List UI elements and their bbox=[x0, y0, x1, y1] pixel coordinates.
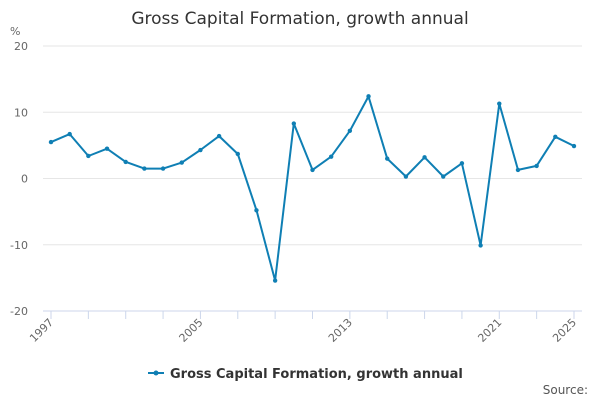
x-axis: 1997 2005 2013 2021 2025 bbox=[27, 310, 582, 345]
data-point bbox=[254, 208, 259, 213]
data-point bbox=[478, 243, 483, 248]
series-line bbox=[50, 95, 575, 282]
data-point bbox=[104, 146, 110, 151]
data-point bbox=[422, 155, 427, 160]
x-tick-label: 1997 bbox=[27, 316, 56, 345]
data-point bbox=[441, 174, 446, 179]
data-point bbox=[272, 278, 278, 283]
data-point bbox=[403, 174, 409, 179]
chart-title: Gross Capital Formation, growth annual bbox=[131, 9, 468, 29]
y-tick-label: -10 bbox=[10, 239, 28, 252]
data-point bbox=[142, 166, 147, 171]
source-label: Source: bbox=[543, 383, 588, 397]
data-point bbox=[347, 128, 353, 133]
data-point bbox=[216, 133, 222, 139]
gridlines: 20 10 0 -10 -20 bbox=[10, 40, 582, 318]
y-tick-label: 0 bbox=[21, 173, 28, 186]
legend-label: Gross Capital Formation, growth annual bbox=[170, 367, 463, 382]
data-point bbox=[328, 154, 334, 159]
data-point bbox=[385, 156, 390, 161]
data-point bbox=[553, 134, 558, 139]
legend[interactable]: Gross Capital Formation, growth annual bbox=[148, 367, 463, 382]
series-layer bbox=[48, 94, 577, 283]
data-point bbox=[366, 94, 371, 99]
y-tick-label: -20 bbox=[10, 305, 28, 318]
data-point bbox=[123, 159, 128, 165]
data-point bbox=[160, 166, 166, 171]
x-tick-label: 2021 bbox=[475, 316, 504, 345]
x-tick-label: 2025 bbox=[550, 316, 579, 345]
data-point bbox=[48, 139, 54, 145]
legend-dot-marker bbox=[153, 370, 159, 376]
data-point bbox=[67, 131, 72, 137]
data-point bbox=[459, 161, 465, 166]
data-point bbox=[179, 160, 184, 165]
x-tick-label: 2005 bbox=[177, 316, 206, 345]
x-tick-label: 2013 bbox=[326, 316, 355, 345]
data-point bbox=[235, 151, 240, 157]
data-point bbox=[310, 167, 315, 173]
data-point bbox=[198, 147, 203, 153]
y-tick-label: 10 bbox=[14, 106, 28, 119]
y-tick-label: 20 bbox=[14, 40, 28, 53]
data-point bbox=[515, 167, 521, 173]
data-point bbox=[291, 121, 297, 126]
data-point bbox=[571, 143, 577, 149]
data-point bbox=[497, 101, 502, 106]
data-point bbox=[86, 153, 91, 159]
data-point bbox=[534, 163, 539, 169]
y-axis-unit-label: % bbox=[10, 25, 20, 38]
